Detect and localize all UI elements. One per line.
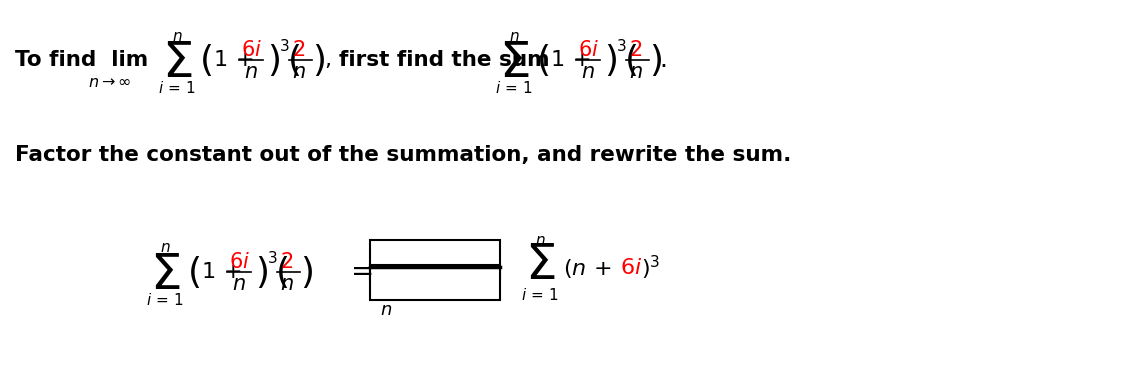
Text: $n$: $n$ xyxy=(292,62,306,82)
Text: $n$: $n$ xyxy=(172,29,182,44)
Text: $\Sigma$: $\Sigma$ xyxy=(150,251,181,299)
Text: $($: $($ xyxy=(187,254,200,290)
Text: $n$: $n$ xyxy=(281,274,294,294)
Text: $)$: $)$ xyxy=(254,254,268,290)
Text: $n$: $n$ xyxy=(582,62,595,82)
Text: $6i$: $6i$ xyxy=(241,40,261,60)
Text: $2$: $2$ xyxy=(281,252,293,272)
Text: To find  lim: To find lim xyxy=(15,50,149,70)
Text: $i\,=\,1$: $i\,=\,1$ xyxy=(495,80,533,96)
Text: $i\,=\,1$: $i\,=\,1$ xyxy=(521,287,559,303)
Text: $(n\,+\,$: $(n\,+\,$ xyxy=(563,257,612,279)
Text: $)$: $)$ xyxy=(267,42,279,78)
Text: $n \rightarrow \infty$: $n \rightarrow \infty$ xyxy=(87,74,132,90)
Text: $i\,=\,1$: $i\,=\,1$ xyxy=(158,80,197,96)
Text: $n$: $n$ xyxy=(509,29,519,44)
Text: $($: $($ xyxy=(287,42,300,78)
Text: first find the sum: first find the sum xyxy=(339,50,550,70)
Text: $n$: $n$ xyxy=(535,232,545,247)
Text: $1\,+$: $1\,+$ xyxy=(201,262,241,282)
Text: $6i$: $6i$ xyxy=(620,258,642,278)
Text: $=$: $=$ xyxy=(345,256,373,284)
Text: $1\,+$: $1\,+$ xyxy=(550,50,591,70)
Text: $)$: $)$ xyxy=(604,42,617,78)
Text: $n$: $n$ xyxy=(244,62,258,82)
Text: $6i$: $6i$ xyxy=(228,252,250,272)
Text: $2$: $2$ xyxy=(292,40,306,60)
Text: $n$: $n$ xyxy=(381,301,392,319)
Text: $3$: $3$ xyxy=(279,38,290,54)
Text: $2$: $2$ xyxy=(629,40,643,60)
Text: $3$: $3$ xyxy=(616,38,626,54)
Text: .: . xyxy=(659,48,667,72)
Text: $n$: $n$ xyxy=(232,274,245,294)
Text: $)$: $)$ xyxy=(300,254,312,290)
Text: $1\,+$: $1\,+$ xyxy=(214,50,253,70)
Text: $($: $($ xyxy=(275,254,289,290)
Text: ,: , xyxy=(324,50,331,70)
Text: $\Sigma$: $\Sigma$ xyxy=(161,39,192,87)
Text: $n$: $n$ xyxy=(629,62,643,82)
Text: $($: $($ xyxy=(199,42,212,78)
Text: Factor the constant out of the summation, and rewrite the sum.: Factor the constant out of the summation… xyxy=(15,145,792,165)
Text: $n$: $n$ xyxy=(160,241,170,256)
Text: $\Sigma$: $\Sigma$ xyxy=(499,39,529,87)
Text: $)$: $)$ xyxy=(312,42,325,78)
Bar xyxy=(370,240,500,280)
Text: $i\,=\,1$: $i\,=\,1$ xyxy=(145,292,184,308)
Text: $($: $($ xyxy=(536,42,549,78)
Text: $)$: $)$ xyxy=(649,42,662,78)
Text: $($: $($ xyxy=(624,42,637,78)
Text: $)^3$: $)^3$ xyxy=(641,254,660,282)
Text: $6i$: $6i$ xyxy=(577,40,599,60)
Bar xyxy=(370,265,500,300)
Text: $\Sigma$: $\Sigma$ xyxy=(525,241,556,289)
Text: $3$: $3$ xyxy=(267,250,277,266)
